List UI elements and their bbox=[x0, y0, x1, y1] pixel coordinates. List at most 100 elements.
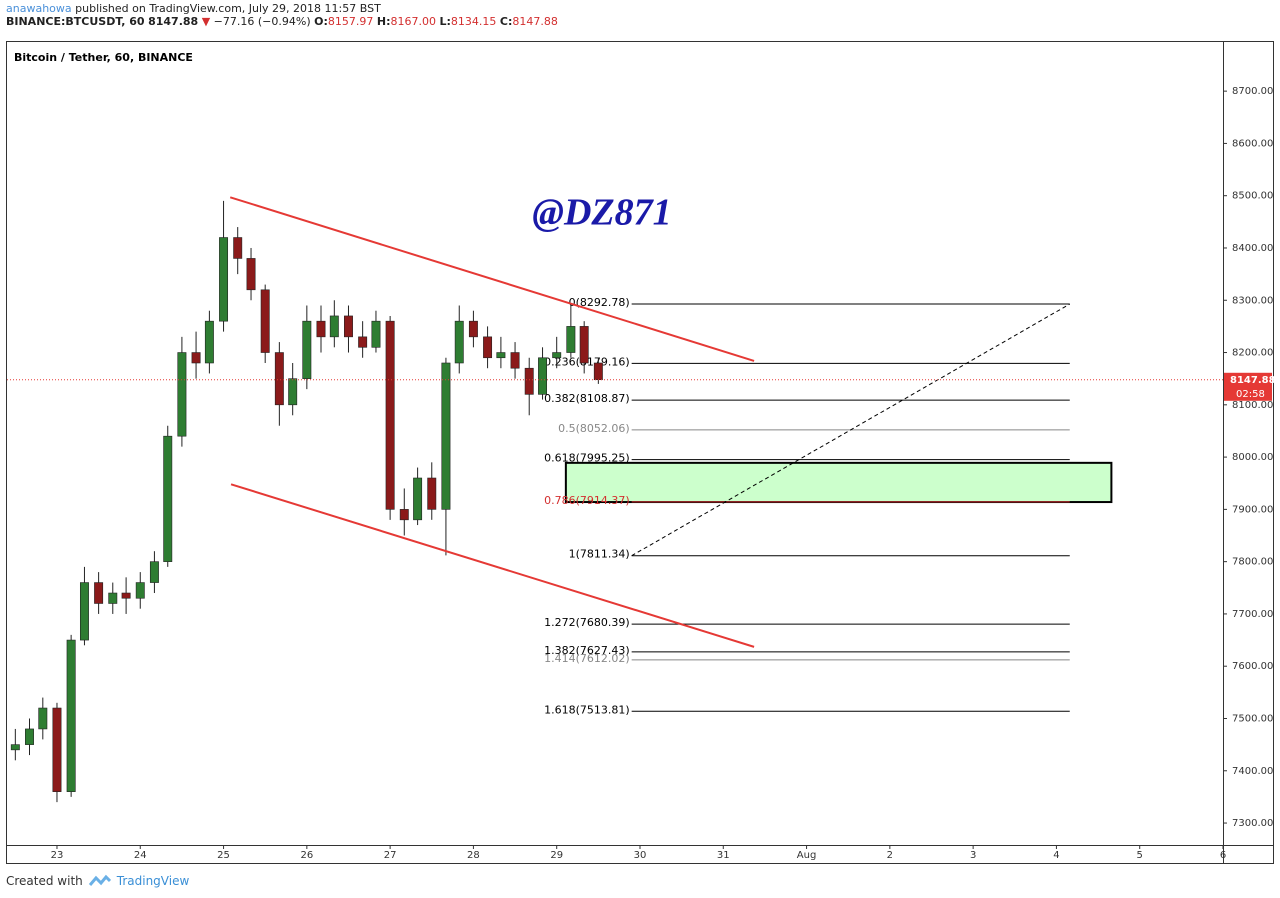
l-label: L: bbox=[439, 15, 451, 28]
x-tick-label: 3 bbox=[970, 850, 976, 861]
fib-label: 1.382(7627.43) bbox=[544, 644, 630, 657]
y-tick-label: 8100.00 bbox=[1232, 400, 1273, 411]
fib-label: 1.414(7612.02) bbox=[544, 652, 630, 665]
candle-body bbox=[358, 336, 368, 348]
c-label: C: bbox=[499, 15, 513, 28]
y-tick-label: 8400.00 bbox=[1232, 243, 1273, 254]
candle-body bbox=[344, 315, 353, 338]
y-tick-label: 8600.00 bbox=[1232, 138, 1273, 149]
x-tick-label: 26 bbox=[300, 850, 313, 861]
fib-label: 1(7811.34) bbox=[569, 548, 630, 561]
y-tick-label: 8000.00 bbox=[1232, 452, 1273, 463]
y-tick-label: 8200.00 bbox=[1232, 348, 1273, 359]
candle-body bbox=[593, 362, 603, 381]
x-tick-label: 29 bbox=[550, 850, 563, 861]
candle-body bbox=[496, 352, 506, 359]
brand[interactable]: TradingView bbox=[116, 874, 190, 888]
x-tick-label: 6 bbox=[1220, 850, 1226, 861]
trendline bbox=[229, 196, 755, 362]
candle-body bbox=[510, 352, 520, 369]
candle-body bbox=[233, 237, 243, 259]
footer: Created with TradingView bbox=[6, 874, 189, 888]
arrow: ▼ bbox=[201, 15, 211, 28]
fib-label: 0.618(7995.25) bbox=[544, 452, 630, 465]
candle-body bbox=[52, 707, 62, 792]
chart-title: Bitcoin / Tether, 60, BINANCE bbox=[14, 51, 193, 64]
fib-label: 0.5(8052.06) bbox=[558, 422, 630, 435]
candle-body bbox=[468, 320, 478, 338]
candle-body bbox=[25, 728, 34, 745]
candle-body bbox=[288, 378, 298, 406]
y-tick-label: 8500.00 bbox=[1232, 191, 1273, 202]
candle-body bbox=[413, 477, 423, 521]
candle-body bbox=[483, 336, 493, 359]
x-tick-label: 28 bbox=[467, 850, 480, 861]
x-tick-label: 23 bbox=[51, 850, 64, 861]
candle-body bbox=[177, 352, 187, 437]
author[interactable]: anawahowa bbox=[6, 2, 72, 15]
candle-body bbox=[329, 315, 339, 338]
fib-label: 0.786(7914.37) bbox=[544, 494, 630, 507]
candle-body bbox=[94, 582, 104, 604]
candle-body bbox=[399, 509, 409, 521]
y-tick-label: 7700.00 bbox=[1232, 609, 1273, 620]
countdown: 02:58 bbox=[1236, 389, 1265, 400]
last: 8147.88 bbox=[148, 15, 199, 28]
symbol: BINANCE:BTCUSDT, 60 bbox=[6, 15, 145, 28]
last-price-label: 8147.88 bbox=[1230, 375, 1276, 386]
candle-body bbox=[302, 320, 312, 379]
candle-body bbox=[385, 320, 395, 510]
trendline bbox=[230, 483, 755, 648]
candle-body bbox=[274, 352, 284, 406]
header: anawahowa published on TradingView.com, … bbox=[6, 2, 558, 28]
candle-body bbox=[371, 320, 381, 348]
fib-label: 0(8292.78) bbox=[569, 296, 630, 309]
candle-body bbox=[552, 352, 562, 359]
candle-body bbox=[566, 326, 576, 353]
candle-body bbox=[163, 435, 173, 562]
y-tick-label: 8700.00 bbox=[1232, 86, 1273, 97]
y-tick-label: 7600.00 bbox=[1232, 661, 1273, 672]
low: 8134.15 bbox=[450, 15, 497, 28]
trendline bbox=[631, 303, 1070, 557]
candle-body bbox=[204, 320, 214, 364]
zone bbox=[564, 461, 1113, 504]
x-tick-label: 24 bbox=[134, 850, 147, 861]
o-label: O: bbox=[314, 15, 328, 28]
candle-body bbox=[66, 639, 76, 792]
created: Created with bbox=[6, 874, 83, 888]
candle-body bbox=[316, 320, 326, 338]
candle-body bbox=[79, 582, 89, 641]
x-tick-label: 4 bbox=[1053, 850, 1059, 861]
x-tick-label: Aug bbox=[797, 850, 817, 861]
x-tick-label: 27 bbox=[384, 850, 397, 861]
x-tick-label: 2 bbox=[887, 850, 893, 861]
candle-body bbox=[10, 744, 20, 751]
open: 8157.97 bbox=[327, 15, 374, 28]
candle-body bbox=[246, 258, 256, 291]
candle-body bbox=[38, 707, 48, 730]
candle-body bbox=[260, 289, 270, 353]
candle-body bbox=[579, 326, 589, 364]
candle-body bbox=[149, 561, 159, 583]
y-tick-label: 7300.00 bbox=[1232, 818, 1273, 829]
logo bbox=[88, 874, 111, 886]
candle-body bbox=[524, 367, 534, 395]
close: 8147.88 bbox=[512, 15, 558, 28]
candle-body bbox=[108, 592, 118, 604]
y-tick-label: 7400.00 bbox=[1232, 766, 1273, 777]
change: −77.16 (−0.94%) bbox=[213, 15, 311, 28]
candle-body bbox=[427, 477, 437, 510]
high: 8167.00 bbox=[390, 15, 436, 28]
y-tick-label: 8300.00 bbox=[1232, 295, 1273, 306]
frame bbox=[6, 41, 1274, 864]
candle-body bbox=[538, 357, 548, 395]
fib-label: 0.382(8108.87) bbox=[544, 392, 630, 405]
candle-body bbox=[121, 592, 131, 599]
last-price-box bbox=[1224, 372, 1272, 401]
y-tick-label: 7900.00 bbox=[1232, 504, 1273, 515]
fib-label: 1.272(7680.39) bbox=[544, 616, 630, 629]
y-tick-label: 7800.00 bbox=[1232, 557, 1273, 568]
published: published on TradingView.com, July 29, 2… bbox=[75, 2, 381, 15]
